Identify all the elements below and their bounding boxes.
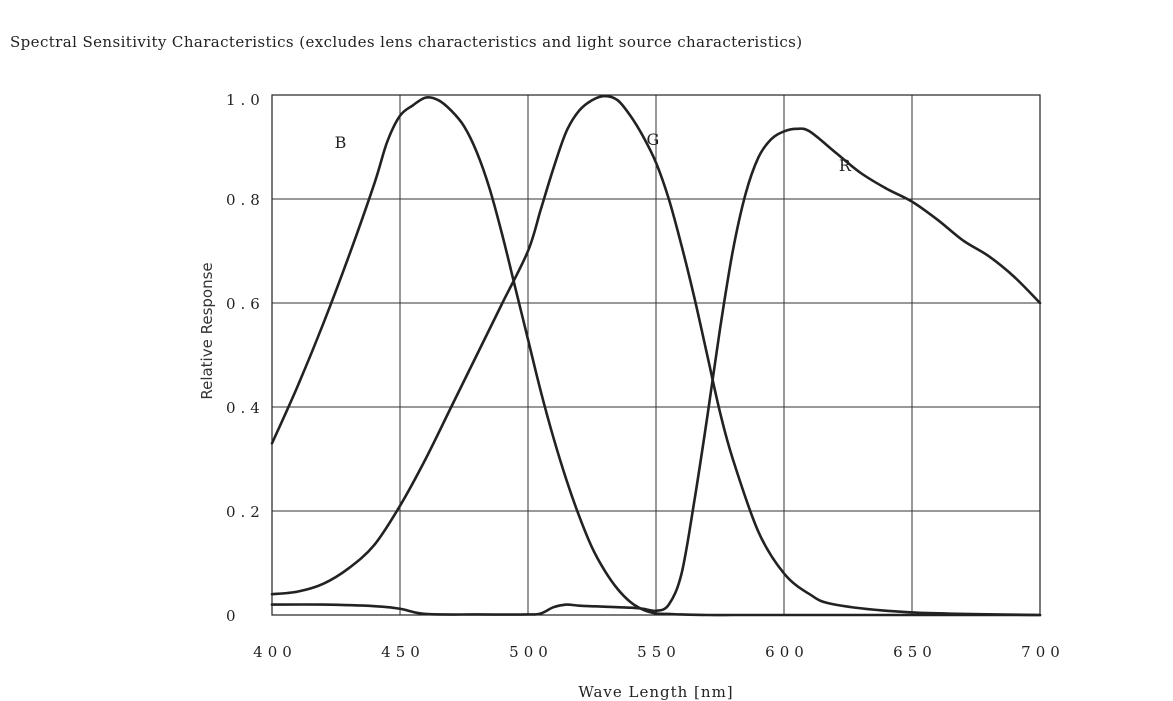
page-title: Spectral Sensitivity Characteristics (ex…	[10, 33, 803, 51]
y-tick-label: 0.4	[226, 399, 265, 417]
x-tick-label: 500	[509, 643, 553, 661]
y-tick-label: 0.8	[226, 191, 265, 209]
x-axis-label: Wave Length [nm]	[578, 683, 733, 701]
y-tick-label: 0	[226, 607, 241, 625]
x-tick-label: 650	[893, 643, 937, 661]
x-tick-label: 700	[1021, 643, 1065, 661]
plot-frame	[271, 94, 1041, 616]
grid	[272, 95, 1040, 615]
curve-label-b: B	[335, 133, 347, 152]
curve-labels: B G R	[335, 130, 852, 175]
y-tick-label: 0.2	[226, 503, 265, 521]
y-tick-labels: 0 0.2 0.4 0.6 0.8 1.0	[226, 91, 265, 625]
y-tick-label: 1.0	[226, 91, 265, 109]
series-line-r	[270, 127, 1042, 616]
curve-label-g: G	[646, 130, 659, 149]
y-axis-label: Relative Response	[198, 262, 216, 399]
x-tick-label: 450	[381, 643, 425, 661]
x-tick-labels: 400 450 500 550 600 650 700	[253, 643, 1065, 661]
series-line-b	[270, 96, 1042, 617]
series-line-g	[270, 94, 1042, 617]
curve-label-r: R	[839, 156, 852, 175]
y-tick-label: 0.6	[226, 295, 265, 313]
x-tick-label: 600	[765, 643, 809, 661]
x-tick-label: 400	[253, 643, 297, 661]
series-group	[270, 94, 1042, 617]
x-tick-label: 550	[637, 643, 681, 661]
